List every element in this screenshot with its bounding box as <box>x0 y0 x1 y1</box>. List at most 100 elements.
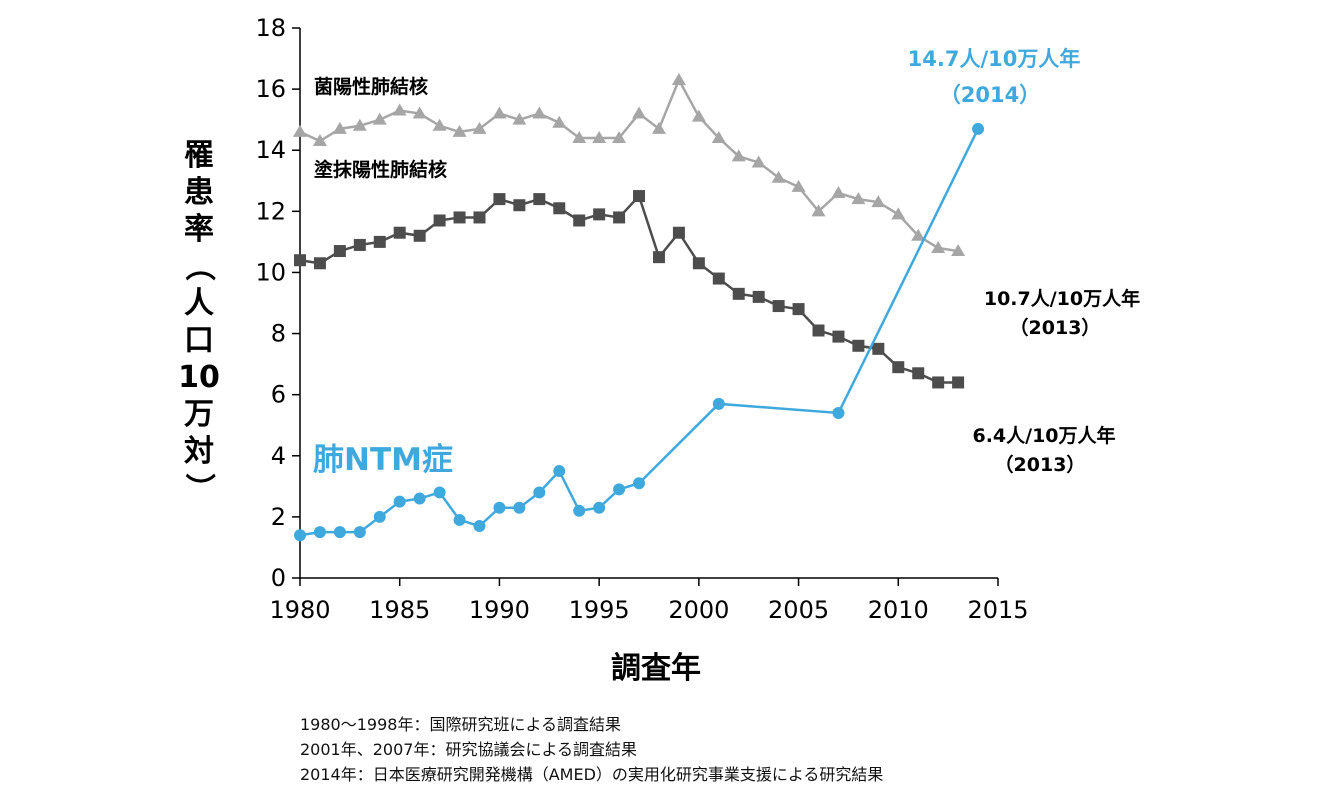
series-label-ntm: 肺NTM症 <box>313 442 453 478</box>
data-point <box>612 131 627 143</box>
data-point <box>912 367 925 380</box>
data-point <box>892 361 905 374</box>
data-point <box>373 510 386 523</box>
y-tick-label: 16 <box>255 75 286 103</box>
data-point <box>312 134 327 147</box>
data-point <box>294 254 306 267</box>
y-tick-label: 4 <box>271 442 286 470</box>
series-1 <box>294 190 965 389</box>
data-point <box>851 192 866 205</box>
data-point <box>732 287 745 300</box>
y-axis-title-char: 罹 <box>184 138 214 173</box>
data-point <box>731 149 746 162</box>
data-point <box>652 251 665 264</box>
data-point <box>453 211 466 224</box>
data-point <box>333 526 346 539</box>
data-point <box>353 238 366 251</box>
x-tick-label: 2015 <box>967 596 1028 624</box>
data-point <box>592 131 607 143</box>
data-point <box>533 193 546 206</box>
data-point <box>473 520 486 533</box>
x-tick-label: 1980 <box>269 596 330 624</box>
y-axis-title-char: 率 <box>184 212 214 247</box>
x-tick-label: 2005 <box>768 596 829 624</box>
data-point <box>553 465 566 478</box>
data-point <box>532 106 547 119</box>
data-point <box>872 342 885 355</box>
data-point <box>473 211 486 224</box>
data-point <box>332 121 347 134</box>
data-point <box>513 199 526 212</box>
data-point <box>492 106 507 119</box>
y-tick-label: 0 <box>271 564 286 592</box>
data-point <box>792 303 805 316</box>
data-point <box>772 300 785 313</box>
y-axis-title-char: 万 <box>184 397 214 432</box>
data-point <box>891 207 906 220</box>
data-point <box>832 330 845 343</box>
data-point <box>932 376 945 389</box>
source-note-2: 2001年、2007年：研究協議会による調査結果 <box>300 740 637 759</box>
data-point <box>573 504 586 517</box>
data-point <box>952 376 965 389</box>
data-point <box>751 155 766 168</box>
annotation-ntm-2014-value: 14.7人/10万人年 <box>908 47 1081 71</box>
source-note-3: 2014年：日本医療研究開発機構（AMED）の実用化研究事業支援による研究結果 <box>300 765 884 784</box>
data-point <box>972 122 985 135</box>
y-tick-label: 10 <box>255 258 286 286</box>
data-point <box>831 186 846 198</box>
data-point <box>433 214 446 227</box>
x-tick-label: 1995 <box>569 596 630 624</box>
y-tick-label: 18 <box>255 14 286 42</box>
incidence-chart: 0 2 4 6 8 10 12 14 16 18 1980 1985 1990 1995 2000 2005 2… <box>178 14 1140 686</box>
data-point <box>832 407 845 419</box>
annotation-bacterial-2013-year: （2013） <box>1010 316 1101 339</box>
data-point <box>852 339 865 352</box>
series-line <box>299 77 959 253</box>
data-point <box>771 170 786 183</box>
series-label-smear: 塗抹陽性肺結核 <box>314 158 447 181</box>
x-axis-title: 調査年 <box>611 651 701 686</box>
y-axis-title-char: 口 <box>184 323 214 358</box>
data-point <box>533 486 546 499</box>
data-point <box>313 526 326 539</box>
data-point <box>633 477 646 490</box>
data-point <box>931 241 946 253</box>
data-point <box>393 226 406 239</box>
data-point <box>352 118 367 131</box>
series-line <box>299 193 959 384</box>
y-tick-label: 2 <box>271 503 286 531</box>
data-point <box>613 211 626 224</box>
data-point <box>413 492 426 505</box>
data-point <box>293 124 307 137</box>
source-note-1: 1980～1998年：国際研究班による調査結果 <box>300 715 621 734</box>
data-point <box>572 131 587 143</box>
data-point <box>791 179 806 192</box>
data-point <box>413 229 426 242</box>
data-point <box>393 495 406 508</box>
data-point <box>513 501 526 514</box>
annotation-smear-2013-year: （2013） <box>995 453 1086 476</box>
data-point <box>553 202 566 215</box>
data-point <box>593 208 606 221</box>
data-point <box>811 204 826 217</box>
data-point <box>692 257 705 270</box>
data-point <box>951 244 966 257</box>
annotation-ntm-2014-year: （2014） <box>940 83 1040 107</box>
y-tick-label: 12 <box>255 197 286 225</box>
data-point <box>712 272 725 285</box>
data-point <box>911 228 926 241</box>
data-point <box>752 290 765 303</box>
y-tick-label: 6 <box>271 381 286 409</box>
data-point <box>433 486 446 499</box>
data-point <box>552 115 567 128</box>
x-tick-label: 2000 <box>668 596 729 624</box>
data-point <box>593 501 606 514</box>
data-point <box>392 103 407 116</box>
y-axis-title-char: 対 <box>184 434 214 469</box>
data-point <box>472 121 487 134</box>
data-point <box>412 106 427 119</box>
data-point <box>871 195 886 208</box>
data-point <box>372 112 387 125</box>
data-point <box>633 190 646 203</box>
